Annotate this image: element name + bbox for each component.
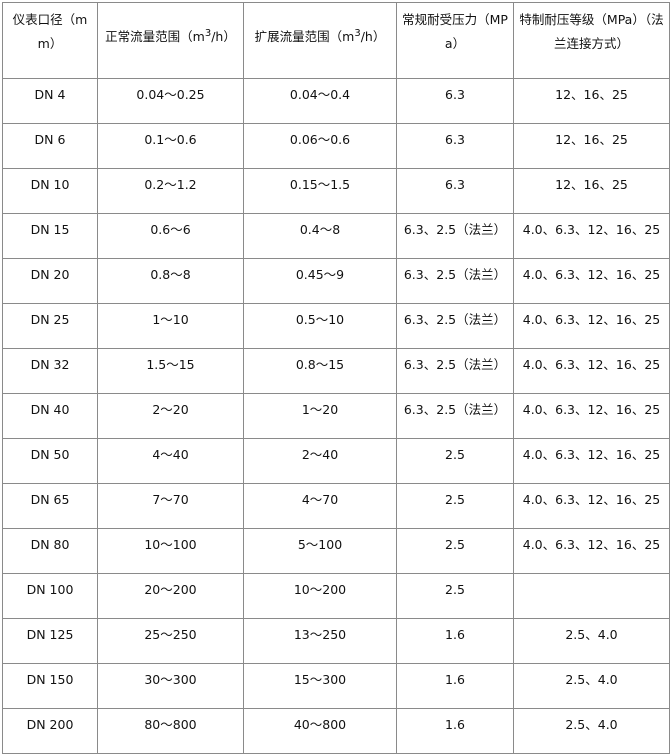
table-row: DN 32 1.5～15 0.8～15 6.3、2.5（法兰） 4.0、6.3、12、1… <box>2 348 670 394</box>
cell-normal-flow: 0.04～0.25 <box>97 78 244 124</box>
table-row: DN 6 0.1～0.6 0.06～0.6 6.3 12、16、25 <box>2 123 670 169</box>
cell-pressure: 1.6 <box>396 618 514 664</box>
cell-normal-flow: 2～20 <box>97 393 244 439</box>
cell-special-pressure: 4.0、6.3、12、16、25 <box>513 303 670 349</box>
cell-pressure: 6.3、2.5（法兰） <box>396 213 514 259</box>
table-row: DN 125 25～250 13～250 1.6 2.5、4.0 <box>2 618 670 664</box>
cell-size: DN 200 <box>2 708 98 754</box>
table-row: DN 65 7～70 4～70 2.5 4.0、6.3、12、16、25 <box>2 483 670 529</box>
cell-extended-flow: 0.06～0.6 <box>243 123 397 169</box>
table-row: DN 10 0.2～1.2 0.15～1.5 6.3 12、16、25 <box>2 168 670 214</box>
cell-size: DN 4 <box>2 78 98 124</box>
cell-pressure: 1.6 <box>396 708 514 754</box>
cell-extended-flow: 0.5～10 <box>243 303 397 349</box>
cell-size: DN 100 <box>2 573 98 619</box>
table-row: DN 100 20～200 10～200 2.5 <box>2 573 670 619</box>
cell-special-pressure: 4.0、6.3、12、16、25 <box>513 483 670 529</box>
cell-extended-flow: 0.8～15 <box>243 348 397 394</box>
cell-normal-flow: 20～200 <box>97 573 244 619</box>
cell-size: DN 10 <box>2 168 98 214</box>
cell-normal-flow: 0.6～6 <box>97 213 244 259</box>
cell-extended-flow: 1～20 <box>243 393 397 439</box>
cell-extended-flow: 0.15～1.5 <box>243 168 397 214</box>
cell-normal-flow: 30～300 <box>97 663 244 709</box>
cell-pressure: 6.3、2.5（法兰） <box>396 393 514 439</box>
cell-pressure: 6.3、2.5（法兰） <box>396 303 514 349</box>
table-row: DN 25 1～10 0.5～10 6.3、2.5（法兰） 4.0、6.3、12、16、… <box>2 303 670 349</box>
cell-normal-flow: 1.5～15 <box>97 348 244 394</box>
cell-size: DN 32 <box>2 348 98 394</box>
header-extended-flow: 扩展流量范围（m3/h） <box>243 2 397 79</box>
cell-normal-flow: 80～800 <box>97 708 244 754</box>
cell-size: DN 80 <box>2 528 98 574</box>
cell-special-pressure: 12、16、25 <box>513 123 670 169</box>
cell-pressure: 6.3、2.5（法兰） <box>396 258 514 304</box>
cell-pressure: 2.5 <box>396 573 514 619</box>
cell-special-pressure: 2.5、4.0 <box>513 663 670 709</box>
table-row: DN 4 0.04～0.25 0.04～0.4 6.3 12、16、25 <box>2 78 670 124</box>
table-row: DN 200 80～800 40～800 1.6 2.5、4.0 <box>2 708 670 754</box>
cell-normal-flow: 0.2～1.2 <box>97 168 244 214</box>
cell-special-pressure: 4.0、6.3、12、16、25 <box>513 213 670 259</box>
cell-normal-flow: 0.1～0.6 <box>97 123 244 169</box>
cell-special-pressure: 4.0、6.3、12、16、25 <box>513 438 670 484</box>
header-row: 仪表口径（mm） 正常流量范围（m3/h） 扩展流量范围（m3/h） 常规耐受压… <box>2 2 670 79</box>
cell-extended-flow: 40～800 <box>243 708 397 754</box>
cell-pressure: 2.5 <box>396 528 514 574</box>
cell-normal-flow: 10～100 <box>97 528 244 574</box>
cell-normal-flow: 4～40 <box>97 438 244 484</box>
cell-size: DN 15 <box>2 213 98 259</box>
cell-special-pressure: 4.0、6.3、12、16、25 <box>513 393 670 439</box>
cell-special-pressure: 4.0、6.3、12、16、25 <box>513 258 670 304</box>
cell-pressure: 6.3 <box>396 123 514 169</box>
header-size: 仪表口径（mm） <box>2 2 98 79</box>
cell-pressure: 6.3 <box>396 78 514 124</box>
cell-size: DN 20 <box>2 258 98 304</box>
header-normal-flow: 正常流量范围（m3/h） <box>97 2 244 79</box>
table-row: DN 150 30～300 15～300 1.6 2.5、4.0 <box>2 663 670 709</box>
cell-extended-flow: 0.45～9 <box>243 258 397 304</box>
cell-size: DN 125 <box>2 618 98 664</box>
cell-size: DN 25 <box>2 303 98 349</box>
table-row: DN 80 10～100 5～100 2.5 4.0、6.3、12、16、25 <box>2 528 670 574</box>
cell-extended-flow: 13～250 <box>243 618 397 664</box>
header-special-pressure: 特制耐压等级（MPa）（法兰连接方式） <box>513 2 670 79</box>
cell-pressure: 1.6 <box>396 663 514 709</box>
cell-size: DN 65 <box>2 483 98 529</box>
cell-extended-flow: 4～70 <box>243 483 397 529</box>
cell-normal-flow: 25～250 <box>97 618 244 664</box>
cell-pressure: 2.5 <box>396 438 514 484</box>
header-pressure: 常规耐受压力（MPa） <box>396 2 514 79</box>
cell-special-pressure: 2.5、4.0 <box>513 618 670 664</box>
cell-extended-flow: 0.4～8 <box>243 213 397 259</box>
table-row: DN 15 0.6～6 0.4～8 6.3、2.5（法兰） 4.0、6.3、12、16、… <box>2 213 670 259</box>
cell-size: DN 50 <box>2 438 98 484</box>
cell-special-pressure <box>513 573 670 619</box>
cell-size: DN 40 <box>2 393 98 439</box>
cell-extended-flow: 2～40 <box>243 438 397 484</box>
cell-pressure: 6.3 <box>396 168 514 214</box>
cell-extended-flow: 5～100 <box>243 528 397 574</box>
cell-extended-flow: 0.04～0.4 <box>243 78 397 124</box>
cell-extended-flow: 10～200 <box>243 573 397 619</box>
cell-pressure: 2.5 <box>396 483 514 529</box>
cell-normal-flow: 0.8～8 <box>97 258 244 304</box>
cell-extended-flow: 15～300 <box>243 663 397 709</box>
cell-special-pressure: 4.0、6.3、12、16、25 <box>513 348 670 394</box>
cell-special-pressure: 2.5、4.0 <box>513 708 670 754</box>
cell-special-pressure: 4.0、6.3、12、16、25 <box>513 528 670 574</box>
cell-pressure: 6.3、2.5（法兰） <box>396 348 514 394</box>
table-row: DN 50 4～40 2～40 2.5 4.0、6.3、12、16、25 <box>2 438 670 484</box>
cell-normal-flow: 7～70 <box>97 483 244 529</box>
cell-special-pressure: 12、16、25 <box>513 78 670 124</box>
table-row: DN 20 0.8～8 0.45～9 6.3、2.5（法兰） 4.0、6.3、12、16… <box>2 258 670 304</box>
cell-size: DN 6 <box>2 123 98 169</box>
table-row: DN 40 2～20 1～20 6.3、2.5（法兰） 4.0、6.3、12、16、25 <box>2 393 670 439</box>
cell-size: DN 150 <box>2 663 98 709</box>
cell-special-pressure: 12、16、25 <box>513 168 670 214</box>
cell-normal-flow: 1～10 <box>97 303 244 349</box>
